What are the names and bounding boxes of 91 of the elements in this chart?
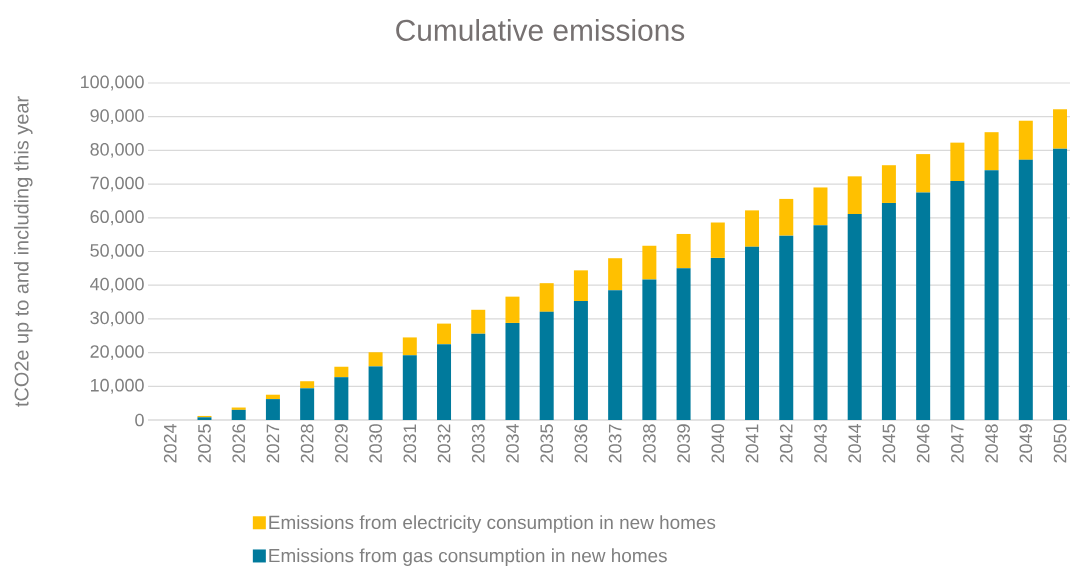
x-tick-label: 2034 [506, 424, 519, 463]
x-tick-label: 2040 [711, 424, 725, 463]
bar [881, 202, 896, 420]
bar [573, 301, 588, 420]
x-tick-label: 2025 [198, 424, 211, 463]
bar [573, 270, 588, 302]
bar [300, 381, 315, 389]
x-tick-label: 2050 [1053, 424, 1067, 463]
x-tick-label: 2035 [540, 424, 554, 463]
bar [265, 394, 280, 400]
bar [676, 268, 691, 420]
bar [505, 296, 520, 323]
bar [745, 246, 760, 420]
bar [437, 344, 452, 420]
bar [710, 257, 725, 420]
bar [779, 198, 794, 236]
bar [984, 132, 999, 171]
bar [471, 333, 486, 420]
bar [881, 165, 896, 203]
bar [539, 283, 554, 312]
x-tick-label: 2043 [814, 424, 827, 463]
x-tick-label: 2037 [608, 424, 622, 463]
y-tick-label: 10,000 [91, 378, 144, 394]
x-tick-label: 2045 [882, 424, 896, 463]
x-tick-label: 2042 [779, 424, 793, 463]
x-tick-label: 2048 [985, 424, 998, 463]
bar [608, 258, 623, 291]
x-tick-label: 2047 [951, 424, 964, 463]
y-tick-label: 40,000 [90, 277, 144, 293]
bar [402, 337, 417, 356]
bar [334, 366, 349, 378]
chart-title: Cumulative emissions [396, 19, 685, 41]
bar [813, 187, 828, 226]
y-tick-label: 50,000 [90, 244, 144, 259]
bar [950, 181, 965, 420]
bar [847, 214, 862, 420]
x-tick-label: 2028 [300, 424, 314, 463]
bar [984, 170, 999, 420]
x-tick-label: 2026 [232, 424, 246, 463]
x-tick-label: 2030 [369, 424, 382, 463]
y-tick-label: 60,000 [90, 210, 144, 226]
bar [950, 142, 965, 182]
y-tick-label: 30,000 [90, 311, 144, 327]
bar [402, 355, 417, 420]
bar [1053, 148, 1068, 420]
bar [676, 233, 691, 269]
x-tick-label: 2032 [437, 424, 451, 463]
bar [642, 279, 657, 420]
bar [813, 225, 828, 420]
bar [1018, 120, 1033, 160]
x-tick-label: 2046 [916, 424, 930, 463]
bar [1053, 109, 1068, 149]
bar [710, 222, 725, 258]
bar [608, 290, 623, 420]
bar [368, 366, 383, 420]
y-axis-title: tCO2e up to and including this year [13, 96, 33, 407]
x-tick-label: 2041 [745, 424, 759, 463]
x-tick-label: 2049 [1019, 424, 1033, 463]
x-tick-label: 2027 [266, 424, 280, 463]
y-tick-label: 90,000 [90, 109, 144, 125]
y-tick-label: 100,000 [81, 75, 144, 91]
x-tick-label: 2024 [163, 424, 177, 463]
x-tick-label: 2039 [677, 424, 690, 463]
y-tick-label: 0 [135, 413, 144, 427]
bar [539, 311, 554, 420]
legend-label: Emissions from electricity consumption in new homes [269, 515, 716, 533]
bar [471, 309, 486, 334]
bar [642, 245, 657, 280]
bar [368, 352, 383, 367]
x-tick-label: 2033 [471, 424, 485, 463]
x-tick-label: 2038 [643, 424, 656, 463]
bar [847, 176, 862, 215]
bar [916, 154, 931, 193]
y-tick-label: 80,000 [90, 142, 144, 158]
bar [231, 409, 246, 420]
bar [745, 210, 760, 247]
y-tick-label: 70,000 [90, 176, 144, 192]
y-tick-label: 20,000 [90, 345, 144, 360]
bar [334, 377, 349, 420]
bar [916, 192, 931, 420]
bar [437, 323, 452, 345]
bar [1018, 159, 1033, 420]
bar [265, 399, 280, 420]
bar [779, 235, 794, 420]
x-tick-label: 2031 [403, 424, 417, 463]
x-tick-label: 2044 [848, 424, 862, 463]
bar [505, 322, 520, 420]
x-tick-label: 2029 [335, 424, 348, 463]
legend-label: Emissions from gas consumption in new homes [269, 548, 667, 566]
x-tick-label: 2036 [574, 424, 588, 463]
bar [300, 388, 315, 420]
